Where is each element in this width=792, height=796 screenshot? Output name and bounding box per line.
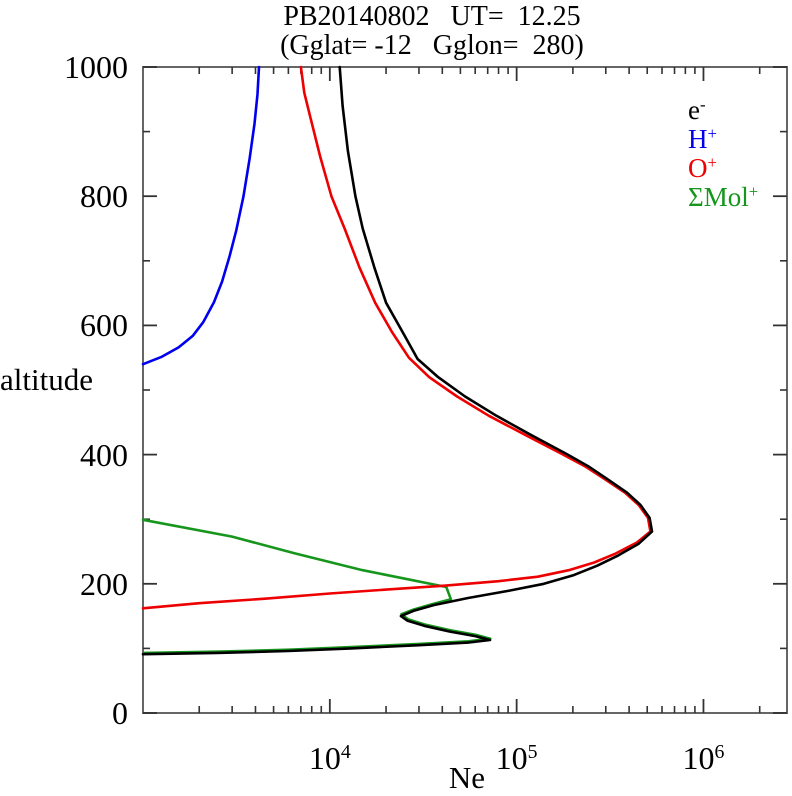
chart-title-block: PB20140802 UT= 12.25 (Gglat= -12 Gglon= … — [0, 2, 792, 61]
chart-title: PB20140802 UT= 12.25 — [283, 1, 581, 32]
y-axis-label: altitude — [0, 362, 93, 397]
legend-item-electrons: e- — [688, 94, 706, 125]
chart-subtitle: (Gglat= -12 Gglon= 280) — [280, 30, 584, 62]
legend-item-hydrogen-ions: H+ — [688, 123, 717, 154]
x-tick-label-10e4: 104 — [308, 740, 351, 776]
legend-item-sum-molecular-ions: ΣMol+ — [688, 181, 759, 212]
y-tick-label-200: 200 — [80, 565, 128, 602]
legend-item-oxygen-ions: O+ — [688, 152, 717, 183]
series-curve-electrons — [141, 65, 654, 656]
x-tick-label-10e6: 106 — [682, 740, 725, 776]
y-tick-label-1000: 1000 — [64, 49, 128, 85]
series-curve-hydrogen-ions — [141, 65, 261, 366]
y-tick-label-600: 600 — [80, 307, 128, 344]
legend: e- H+ O+ ΣMol+ — [688, 96, 758, 212]
y-tick-label-800: 800 — [80, 178, 128, 215]
x-tick-label-10e5: 105 — [495, 740, 538, 776]
x-axis-label: Ne — [448, 760, 486, 795]
y-tick-label-0: 0 — [112, 695, 128, 731]
y-tick-label-400: 400 — [80, 436, 128, 473]
series-curve-oxygen-ions — [141, 65, 652, 610]
